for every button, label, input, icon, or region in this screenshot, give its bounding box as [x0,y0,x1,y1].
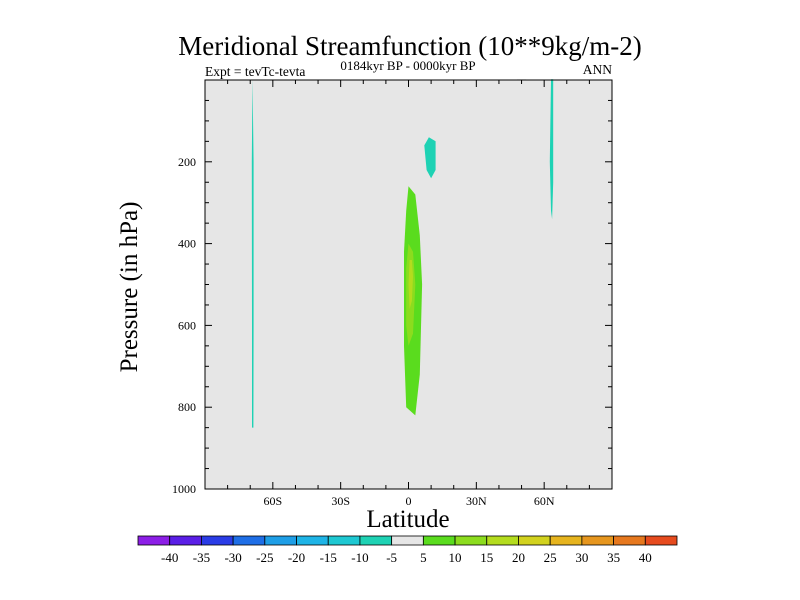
colorbar-label: 5 [420,550,427,565]
colorbar-box [201,535,234,546]
x-tick-label: 30N [466,494,487,508]
x-tick-label: 0 [406,494,412,508]
colorbar-label: 10 [449,550,462,565]
contour-region-cyan-strip-60s [251,79,254,428]
colorbar-box [296,535,329,546]
colorbar-box [264,535,297,546]
x-tick-label: 30S [331,494,350,508]
colorbar-box [232,535,266,546]
colorbar-label: -15 [320,550,337,565]
colorbar-label: -25 [256,550,273,565]
colorbar-box [613,535,646,546]
colorbar-box [327,535,361,546]
colorbar-label: -30 [224,550,241,565]
colorbar-label: 40 [639,550,652,565]
y-tick-label: 800 [178,400,196,414]
y-axis-label: Pressure (in hPa) [116,202,143,373]
contour-region-cyan-spot-upper [424,137,436,179]
x-tick-label: 60S [263,494,282,508]
x-tick-label: 60N [534,494,555,508]
colorbar-box [359,535,393,546]
contour-region-green-cell-upper-arm [363,149,404,211]
colorbar-box [581,535,614,546]
contour-region-orange-core-20 [408,260,413,309]
colorbar-box [422,535,456,546]
contour-region-cyan-strip-63n [549,79,554,220]
x-axis: 60S 30S 0 30N 60N [227,80,590,508]
colorbar-label: 15 [480,550,493,565]
colorbar-box [391,535,424,546]
y-tick-label: 600 [178,318,196,332]
contour-layer [251,79,567,473]
colorbar-label: -10 [351,550,368,565]
colorbar-box [644,535,678,546]
colorbar-label: 30 [575,550,588,565]
colorbar-label: -20 [288,550,305,565]
contour-region-green-strip-70n [564,300,567,473]
colorbar-box [549,535,583,546]
colorbar-box [486,535,519,546]
center-string: 0184kyr BP - 0000kyr BP [340,58,475,73]
colorbar-label: -40 [161,550,178,565]
colorbar-box [454,535,488,546]
contour-region-green-cell-shoulder [417,170,447,215]
colorbar-box [137,535,171,546]
colorbar-label: -35 [193,550,210,565]
colorbar-label: 25 [544,550,557,565]
colorbar-box [518,535,551,546]
colorbar-label: -5 [386,550,397,565]
x-axis-label: Latitude [366,506,449,533]
y-axis: 200 400 600 800 1000 [172,99,612,496]
y-tick-label: 200 [178,155,196,169]
colorbar: -40 -35 -30 -25 -20 -15 -10 -5 5 10 15 20 25 30 35 40 [137,535,678,565]
colorbar-label: 35 [607,550,620,565]
colorbar-label: 20 [512,550,525,565]
y-tick-label: 1000 [172,482,196,496]
chart-title: Meridional Streamfunction (10**9kg/m-2) [178,31,641,61]
colorbar-box [169,535,202,546]
y-tick-label: 400 [178,237,196,251]
left-string: Expt = tevTc-tevta [205,64,305,79]
contour-region-green-column-60n [535,202,549,473]
right-string: ANN [583,62,612,77]
contour-region-green-column-45n [508,79,527,473]
